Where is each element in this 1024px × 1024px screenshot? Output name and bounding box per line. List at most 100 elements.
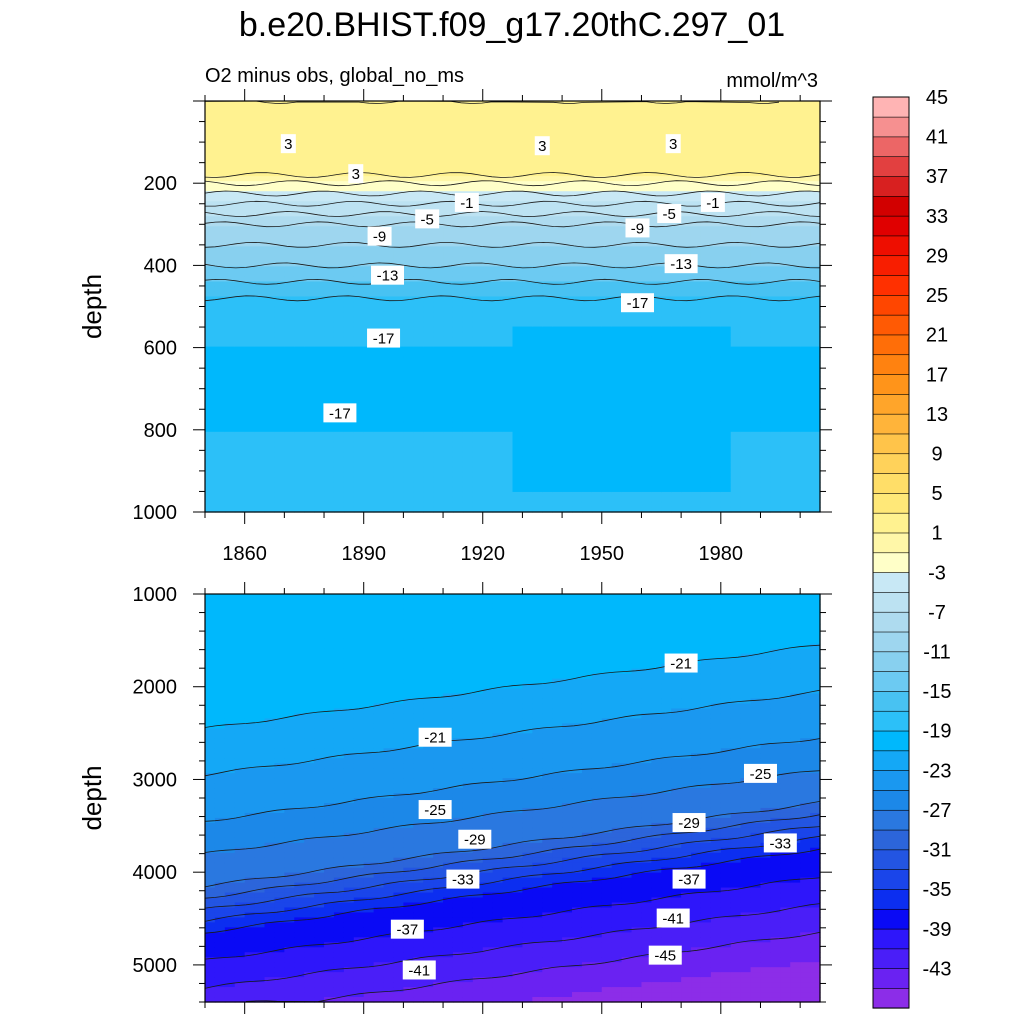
field-cell xyxy=(304,406,315,413)
field-cell xyxy=(611,446,623,453)
field-cell xyxy=(750,346,762,353)
field-cell xyxy=(393,131,404,137)
field-cell xyxy=(333,361,345,368)
field-cell xyxy=(710,431,722,438)
field-cell xyxy=(641,121,652,127)
field-cell xyxy=(601,451,613,458)
field-cell xyxy=(691,326,702,333)
field-cell xyxy=(532,411,543,418)
field-cell xyxy=(770,506,781,513)
field-cell xyxy=(264,176,276,182)
field-cell xyxy=(343,246,355,252)
field-cell xyxy=(591,341,603,348)
field-cell xyxy=(730,446,742,453)
field-cell xyxy=(353,146,365,152)
field-cell xyxy=(363,416,375,423)
field-cell xyxy=(224,356,236,363)
field-cell xyxy=(403,506,414,513)
field-cell xyxy=(641,316,652,323)
field-cell xyxy=(542,491,553,498)
field-cell xyxy=(770,311,781,318)
field-cell xyxy=(532,341,543,348)
field-cell xyxy=(730,146,742,152)
field-cell xyxy=(413,261,424,267)
field-cell xyxy=(552,351,563,358)
field-cell xyxy=(423,181,434,187)
field-cell xyxy=(224,111,236,117)
field-cell xyxy=(631,196,643,202)
field-cell xyxy=(443,151,454,157)
field-cell xyxy=(244,141,256,147)
field-cell xyxy=(472,211,484,217)
field-cell xyxy=(254,141,266,147)
field-cell xyxy=(433,476,444,483)
field-cell xyxy=(522,141,533,147)
field-cell xyxy=(512,221,524,227)
field-cell xyxy=(671,486,682,493)
field-cell xyxy=(671,321,682,328)
field-cell xyxy=(413,311,424,318)
field-cell xyxy=(700,411,712,418)
field-cell xyxy=(443,371,454,378)
field-cell xyxy=(214,411,226,418)
field-cell xyxy=(641,321,652,328)
field-cell xyxy=(740,501,752,508)
field-cell xyxy=(254,246,266,252)
field-cell xyxy=(214,206,226,212)
field-cell xyxy=(621,501,633,508)
field-cell xyxy=(621,376,633,383)
field-cell xyxy=(522,196,533,202)
field-cell xyxy=(492,166,504,172)
field-cell xyxy=(433,121,444,127)
field-cell xyxy=(780,281,791,288)
field-cell xyxy=(730,426,742,433)
field-cell xyxy=(522,186,533,192)
field-cell xyxy=(443,506,454,513)
field-cell xyxy=(333,166,345,172)
field-cell xyxy=(294,146,305,152)
field-cell xyxy=(740,471,752,478)
field-cell xyxy=(353,466,365,473)
field-cell xyxy=(294,186,305,192)
field-cell xyxy=(552,246,563,252)
field-cell xyxy=(800,146,811,152)
field-cell xyxy=(641,336,652,343)
field-cell xyxy=(512,476,524,483)
field-cell xyxy=(621,161,633,167)
field-cell xyxy=(730,131,742,137)
field-cell xyxy=(552,331,563,338)
field-cell xyxy=(433,151,444,157)
field-cell xyxy=(532,301,543,308)
field-cell xyxy=(462,246,474,252)
field-cell xyxy=(264,271,276,278)
field-cell xyxy=(502,316,514,323)
field-cell xyxy=(691,331,702,338)
field-cell xyxy=(522,411,533,418)
field-cell xyxy=(681,201,692,207)
field-cell xyxy=(601,501,613,508)
field-cell xyxy=(700,486,712,493)
field-cell xyxy=(502,151,514,157)
field-cell xyxy=(274,351,285,358)
field-cell xyxy=(304,156,315,162)
field-cell xyxy=(641,366,652,373)
field-cell xyxy=(314,271,325,278)
field-cell xyxy=(254,186,266,192)
field-cell xyxy=(740,396,752,403)
field-cell xyxy=(671,401,682,408)
field-cell xyxy=(572,261,583,267)
field-cell xyxy=(274,331,285,338)
field-cell xyxy=(324,491,335,498)
field-cell xyxy=(314,286,325,293)
field-cell xyxy=(740,481,752,488)
field-cell xyxy=(760,226,771,232)
field-cell xyxy=(254,356,266,363)
field-cell xyxy=(542,161,553,167)
field-cell xyxy=(730,391,742,398)
field-cell xyxy=(710,316,722,323)
field-cell xyxy=(413,481,424,488)
field-cell xyxy=(413,166,424,172)
field-cell xyxy=(373,471,385,478)
field-cell xyxy=(264,141,276,147)
field-cell xyxy=(314,116,325,122)
